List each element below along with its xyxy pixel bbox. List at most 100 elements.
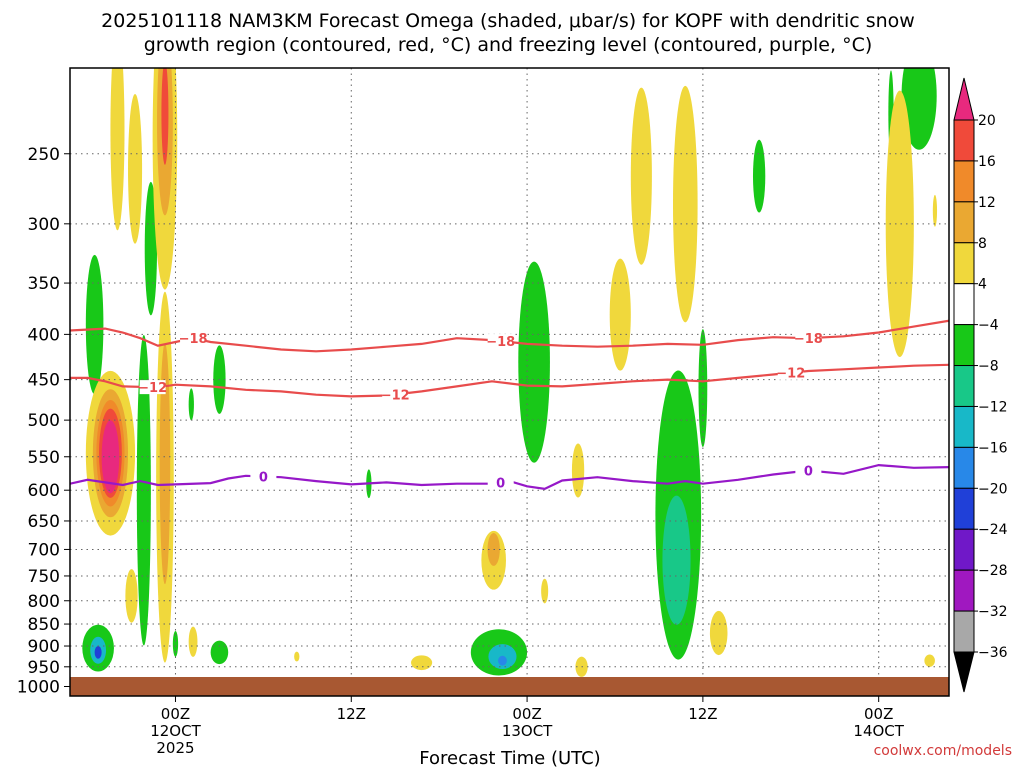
omega-pos-day3-c [932,194,938,227]
plot-area: −18 −18 −18 −12 −12 −12 0 0 0 [69,67,950,697]
colorbar-label: 20 [978,113,996,129]
freezing-level-label-bg [487,475,514,490]
omega-pos-day2-d [541,578,549,604]
y-tick-label: 250 [28,145,60,165]
colorbar-bottom-arrow [953,651,975,693]
omega-shading [82,68,938,677]
colorbar-segment [953,528,975,571]
omega-pos-day2-g [672,85,698,323]
y-tick-label: 700 [28,540,60,560]
dgz-minus12-label-bg [382,387,409,402]
dgz-minus12-label-bg [139,380,166,395]
colorbar-segment [953,610,975,653]
y-tick-label: 300 [28,215,60,235]
colorbar-segment [953,405,975,448]
colorbar-label: −4 [978,318,999,334]
colorbar-label: −16 [978,440,1008,456]
colorbar-segment [953,446,975,489]
colorbar: 20 16 12 8 4 −4 −8 −12 −16 −20 −24 −28 −32 −36 [953,77,1008,693]
freezing-level-label-bg [795,463,822,478]
omega-neg-upper-right-a [752,139,766,213]
y-tick-label: 350 [28,274,60,294]
omega-neg-sfc-day2-max [498,655,507,666]
omega-neg-column-early [85,254,104,395]
colorbar-label: −36 [978,645,1008,661]
y-tick-label: 1000 [17,678,60,698]
x-tick-label: 00Z [864,705,893,723]
y-tick-label: 450 [28,371,60,391]
colorbar-top-arrow [953,77,975,121]
omega-pos-day2-f [630,87,652,265]
y-tick-label: 400 [28,325,60,345]
colorbar-segment [953,324,975,367]
colorbar-segment [953,119,975,162]
freezing-level-label: 0 [496,476,505,491]
colorbar-label: −24 [978,522,1008,538]
dgz-minus18-label-bg [487,334,514,349]
colorbar-label: 8 [978,236,987,252]
colorbar-label: −32 [978,604,1008,620]
y-tick-label: 600 [28,481,60,501]
dgz-minus12-label: −12 [138,381,167,396]
x-tick-year: 2025 [156,739,194,757]
dgz-minus12-label: −12 [776,367,805,382]
y-tick-label: 950 [28,658,60,678]
omega-pos-main-max [101,420,120,494]
ground-surface [70,677,949,696]
x-tick-date: 13OCT [502,722,553,740]
y-tick-label: 900 [28,637,60,657]
omega-pos-day2-b [571,443,585,498]
omega-neg-col-12z-core [662,495,691,625]
omega-pos-upper-a [110,68,125,231]
colorbar-segment [953,242,975,285]
omega-neg-sfc-early-max [94,646,102,659]
colorbar-label: −20 [978,481,1008,497]
dgz-minus18-label: −18 [486,335,515,350]
x-tick-label: 12Z [337,705,366,723]
omega-pos-upper-b [128,93,143,244]
dgz-minus18-label: −18 [179,332,208,347]
colorbar-segment [953,160,975,203]
omega-pos-day2-e [609,258,631,371]
y-tick-label: 850 [28,615,60,635]
dgz-minus18-label: −18 [794,332,823,347]
omega-neg-mid-b [188,388,194,421]
colorbar-label: −12 [978,399,1008,415]
omega-pos-day2-h [709,610,728,656]
colorbar-label: −8 [978,359,999,375]
omega-pos-day3-b [924,654,935,667]
colorbar-label: 4 [978,277,987,293]
freezing-level-label-bg [250,469,277,484]
colorbar-label: 16 [978,154,996,170]
omega-neg-spot-b [172,630,179,657]
omega-pos-upper-col-max [161,68,169,165]
omega-pos-col-early-mid [159,343,171,585]
colorbar-label: −28 [978,563,1008,579]
plot-frame [69,67,950,697]
omega-neg-upper-early [144,181,158,316]
colorbar-segment [953,487,975,530]
y-tick-label: 750 [28,567,60,587]
x-tick-date: 12OCT [150,722,201,740]
y-tick-label: 800 [28,592,60,612]
credit-text: coolwx.com/models [874,743,1012,759]
y-tick-label: 550 [28,448,60,468]
dgz-minus12-label: −12 [381,389,410,404]
dgz-minus12-label-bg [777,365,804,380]
y-tick-label: 650 [28,512,60,532]
y-tick-label: 500 [28,411,60,431]
chart-title-line1: 2025101118 NAM3KM Forecast Omega (shaded… [101,10,915,32]
dgz-minus18-label-bg [795,331,822,346]
colorbar-segment [953,201,975,244]
omega-neg-col-day2 [518,261,550,463]
dgz-minus18-line [70,319,949,353]
x-tick-label: 00Z [161,705,190,723]
colorbar-label: 12 [978,195,996,211]
contour-lines: −18 −18 −18 −12 −12 −12 0 0 0 [70,319,949,491]
x-tick-label: 00Z [512,705,541,723]
chart-title-line2: growth region (contoured, red, °C) and f… [144,34,873,56]
dgz-minus18-label-bg [180,331,207,346]
colorbar-segment [953,569,975,612]
